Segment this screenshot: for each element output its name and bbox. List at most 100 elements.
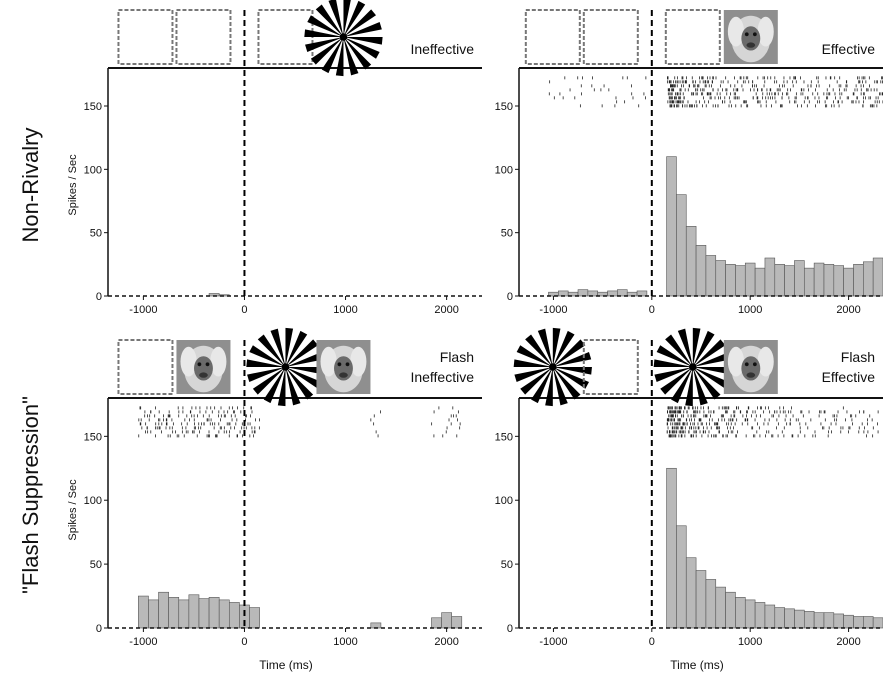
x-tick-label: -1000 [129,636,157,648]
sunburst-ray [514,367,553,382]
histogram-bar [735,597,746,629]
monkey-fur [727,346,745,377]
sunburst-ray [315,4,344,38]
monkey-face [741,356,761,381]
histogram-bar [148,599,159,629]
sunburst-ray [285,327,294,367]
sunburst-ray [552,330,575,367]
histogram-bar [872,617,883,629]
monkey-eye [197,362,202,367]
condition-label: Effective [822,369,876,385]
histogram-bar [168,597,180,629]
sunburst-ray [285,367,301,406]
histogram-bar [833,613,844,629]
y-tick-label: 100 [495,164,513,176]
histogram-bar [853,264,864,297]
sunburst-ray [552,327,561,367]
y-tick-label: 0 [507,623,513,635]
y-tick-label: 100 [495,495,513,507]
panel-bottom-right: 0 50 100 150 -1000 0 1000 2000 Flash Effective [495,327,883,648]
monkey-fur [757,16,774,47]
monkey-face [194,356,213,381]
histogram-bar [754,602,766,629]
x-tick-label: 0 [241,636,247,648]
monkey-eye [744,32,749,37]
condition-label: Ineffective [410,369,474,385]
histogram-bar [774,607,785,629]
monkey-face [741,26,761,51]
histogram-bar [370,622,382,629]
sunburst-ray [335,37,344,77]
histogram-bar [803,611,815,629]
histogram-bar [198,598,210,629]
monkey-mouth [339,372,348,378]
sunburst-ray [692,339,726,367]
monkey-face [334,356,353,381]
sunburst-ray [552,367,589,389]
y-tick-label: 0 [96,291,102,303]
histogram-bar [794,260,805,297]
sunburst-ray [247,367,286,382]
sunburst-center [549,363,557,371]
blank-stimulus-box [175,9,232,65]
sunburst-ray [545,367,553,407]
sunburst-ray [285,367,322,389]
histogram-bar [685,226,697,297]
sunburst-ray [677,328,693,367]
histogram-bar [558,290,569,297]
blank-stimulus-box [524,9,581,65]
sunburst-ray [277,367,286,407]
sunburst-ray [310,37,344,65]
histogram-bar [803,267,815,297]
histogram-bar [218,599,230,629]
histogram-bar [764,604,776,629]
histogram-bar [451,616,463,629]
x-tick-label: -1000 [539,304,567,316]
sunburst-ray [328,0,344,37]
blank-stimulus-box [664,9,721,65]
y-axis-label: Spikes / Sec [67,154,79,216]
histogram-bar [784,265,795,297]
y-tick-label: 150 [495,431,513,443]
monkey-eye [752,32,757,37]
histogram-bar [735,265,746,297]
sunburst-ray [343,37,359,76]
sunburst-ray [552,367,581,400]
histogram-bar [833,265,844,297]
condition-label: Ineffective [410,41,474,57]
y-tick-label: 50 [501,559,513,571]
sunburst-ray [270,328,286,367]
histogram-bar [705,255,717,297]
y-tick-label: 0 [507,291,513,303]
x-tick-label: -1000 [539,636,567,648]
histogram-bar [813,612,825,629]
x-tick-label: 1000 [738,304,762,316]
histogram-bar [208,597,220,629]
histogram-bar [725,591,736,629]
y-tick-label: 100 [84,495,102,507]
blank-stimulus-box [117,9,174,65]
x-tick-label: -1000 [129,304,157,316]
histogram-bar [676,525,687,629]
sunburst-ray [552,352,592,367]
histogram-bar [843,614,854,629]
y-tick-label: 50 [90,228,102,240]
sunburst-ray [343,22,382,37]
x-tick-label: 0 [649,304,655,316]
sunburst-ray [552,339,586,367]
y-tick-label: 50 [501,228,513,240]
histogram-bar [764,257,776,297]
y-tick-label: 150 [84,431,102,443]
blank-stimulus-box [582,9,639,65]
histogram-bar [715,586,726,629]
sunburst-ray [654,367,693,382]
histogram-bar [249,607,260,629]
x-tick-label: 2000 [836,304,860,316]
sunburst-ray [304,29,344,37]
histogram-bar [823,612,835,629]
histogram-bar [715,260,726,297]
histogram-bar [695,570,707,629]
sunburst-ray [305,37,344,52]
histogram-bar [725,264,736,297]
sunburst-ray [665,334,693,367]
